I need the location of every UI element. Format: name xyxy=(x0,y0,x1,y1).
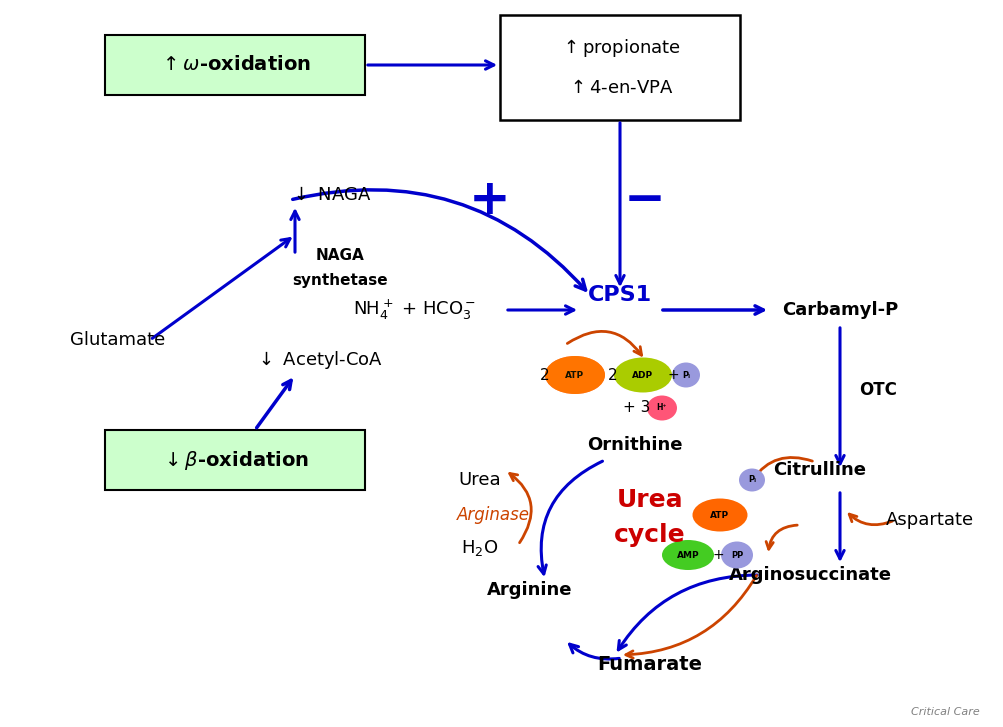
FancyBboxPatch shape xyxy=(105,430,365,490)
Text: Urea: Urea xyxy=(616,488,683,512)
Text: +: + xyxy=(468,176,511,224)
Text: 2: 2 xyxy=(540,368,550,382)
Text: $\downarrow\beta$-oxidation: $\downarrow\beta$-oxidation xyxy=(160,449,309,472)
Text: Citrulline: Citrulline xyxy=(772,461,866,479)
Ellipse shape xyxy=(661,540,713,570)
Ellipse shape xyxy=(646,395,676,420)
Text: NAGA: NAGA xyxy=(315,247,364,262)
Text: Fumarate: Fumarate xyxy=(597,656,702,675)
Text: Arginosuccinate: Arginosuccinate xyxy=(728,566,891,584)
Text: Critical Care: Critical Care xyxy=(911,707,979,717)
Text: −: − xyxy=(624,176,665,224)
Text: Pᵢ: Pᵢ xyxy=(747,475,755,484)
Ellipse shape xyxy=(545,356,605,394)
Ellipse shape xyxy=(692,499,747,531)
Text: ADP: ADP xyxy=(632,371,653,379)
Text: Pᵢ: Pᵢ xyxy=(681,371,689,379)
Text: Arginine: Arginine xyxy=(486,581,572,599)
Text: ATP: ATP xyxy=(565,371,584,379)
Ellipse shape xyxy=(738,468,764,491)
Ellipse shape xyxy=(720,542,752,569)
Text: OTC: OTC xyxy=(859,381,896,399)
Text: ATP: ATP xyxy=(710,510,729,520)
Text: +: + xyxy=(667,368,678,382)
Text: Glutamate: Glutamate xyxy=(70,331,165,349)
Text: + 3: + 3 xyxy=(623,401,650,416)
Text: +: + xyxy=(711,548,723,562)
Text: $\uparrow$4-en-VPA: $\uparrow$4-en-VPA xyxy=(567,79,672,97)
Text: $\uparrow$propionate: $\uparrow$propionate xyxy=(559,37,680,59)
Text: $\downarrow$ Acetyl-CoA: $\downarrow$ Acetyl-CoA xyxy=(255,349,383,371)
Text: AMP: AMP xyxy=(676,550,699,560)
Text: $\downarrow$ NAGA: $\downarrow$ NAGA xyxy=(290,186,371,204)
Ellipse shape xyxy=(614,358,671,393)
Text: CPS1: CPS1 xyxy=(588,285,651,305)
Text: Ornithine: Ornithine xyxy=(587,436,682,454)
Text: cycle: cycle xyxy=(614,523,685,547)
Text: H$_2$O: H$_2$O xyxy=(460,538,498,558)
Text: synthetase: synthetase xyxy=(292,273,387,287)
Text: $\uparrow\omega$-oxidation: $\uparrow\omega$-oxidation xyxy=(158,55,311,74)
Text: Aspartate: Aspartate xyxy=(885,511,973,529)
Text: Carbamyl-P: Carbamyl-P xyxy=(781,301,898,319)
Text: NH$_4^+$ + HCO$_3^-$: NH$_4^+$ + HCO$_3^-$ xyxy=(353,298,476,322)
Text: H⁺: H⁺ xyxy=(656,403,667,412)
FancyBboxPatch shape xyxy=(499,15,739,120)
FancyBboxPatch shape xyxy=(105,35,365,95)
Text: PP: PP xyxy=(730,550,742,560)
Ellipse shape xyxy=(671,363,699,387)
Text: 2: 2 xyxy=(608,368,617,382)
Text: Urea: Urea xyxy=(458,471,500,489)
Text: Arginase: Arginase xyxy=(456,506,529,524)
Ellipse shape xyxy=(545,356,605,394)
